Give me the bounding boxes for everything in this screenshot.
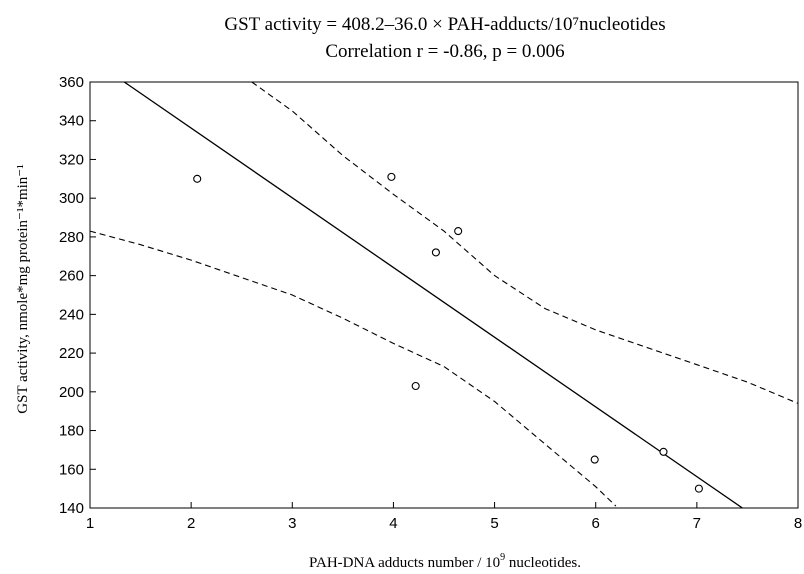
data-point bbox=[431, 248, 440, 257]
x-tick-label: 8 bbox=[794, 515, 802, 532]
y-tick-label: 140 bbox=[59, 500, 84, 517]
data-point bbox=[387, 172, 396, 181]
y-tick-label: 300 bbox=[59, 190, 84, 207]
y-axis-label: GST activity, nmole*mg protein⁻¹*min⁻¹ bbox=[15, 164, 31, 413]
data-point bbox=[411, 381, 420, 391]
y-tick-label: 220 bbox=[59, 345, 84, 362]
x-tick-label: 5 bbox=[490, 515, 498, 532]
y-tick-label: 360 bbox=[59, 74, 84, 91]
regression-line bbox=[123, 82, 744, 508]
y-tick-label: 160 bbox=[59, 461, 84, 478]
x-tick-label: 7 bbox=[693, 515, 701, 532]
x-axis-label-end: nucleotides. bbox=[505, 555, 581, 571]
chart-title-line2: Correlation r = -0.86, p = 0.006 bbox=[325, 41, 564, 62]
confidence-band-lower bbox=[90, 230, 617, 507]
x-tick-label: 6 bbox=[592, 515, 600, 532]
data-point bbox=[590, 455, 599, 464]
data-point bbox=[193, 174, 202, 183]
y-tick-label: 180 bbox=[59, 423, 84, 440]
y-tick-label: 200 bbox=[59, 384, 84, 401]
y-tick-label: 340 bbox=[59, 113, 84, 130]
x-axis-label-main: PAH-DNA adducts number / 10 bbox=[309, 555, 500, 571]
y-tick-label: 260 bbox=[59, 268, 84, 285]
x-axis-label: PAH-DNA adducts number / 109 nucleotides… bbox=[309, 552, 581, 571]
data-point bbox=[694, 484, 703, 493]
y-tick-label: 240 bbox=[59, 306, 84, 323]
plot-frame bbox=[89, 81, 799, 509]
data-point bbox=[659, 447, 668, 456]
x-axis-label-superscript: 9 bbox=[500, 552, 505, 563]
y-tick-label: 280 bbox=[59, 229, 84, 246]
x-tick-label: 2 bbox=[187, 515, 195, 532]
y-tick-label: 320 bbox=[59, 151, 84, 168]
x-tick-label: 1 bbox=[86, 515, 94, 532]
x-tick-label: 4 bbox=[389, 515, 397, 532]
chart-title-line1: GST activity = 408.2–36.0 × PAH-adducts/… bbox=[224, 14, 665, 35]
data-point bbox=[454, 227, 463, 236]
x-tick-label: 3 bbox=[288, 515, 296, 532]
confidence-band-upper bbox=[251, 82, 798, 404]
